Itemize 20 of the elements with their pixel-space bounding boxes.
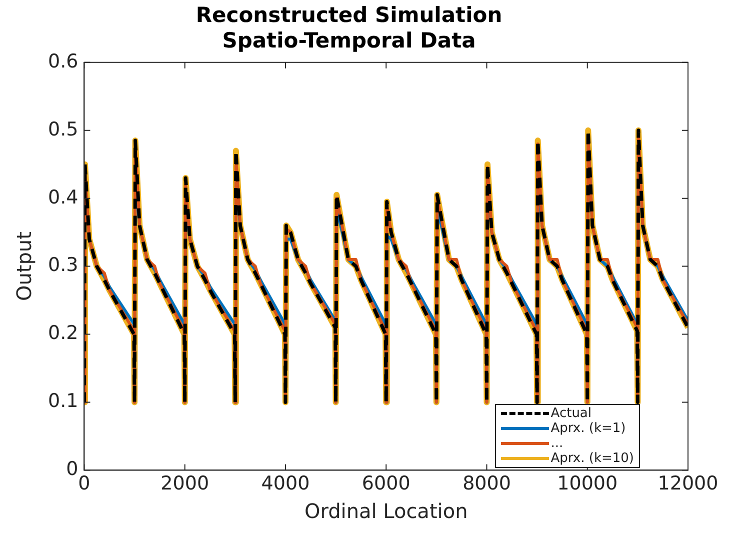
chart-title: Reconstructed Simulation Spatio-Temporal Data (196, 3, 502, 52)
x-tick-label: 12000 (658, 472, 718, 495)
x-tick-label: 6000 (362, 472, 410, 495)
y-tick-label: 0.1 (48, 390, 78, 412)
y-tick-label: 0.6 (48, 50, 78, 72)
x-tick-label: 2000 (160, 472, 210, 495)
x-tick-label: 10000 (557, 472, 618, 495)
y-tick-label: 0.3 (48, 254, 78, 276)
x-tick-label: 4000 (261, 472, 310, 495)
legend-label: Aprx. (k=1) (550, 420, 626, 436)
y-tick-label: 0.4 (48, 186, 78, 208)
y-tick-label: 0.2 (48, 322, 78, 344)
legend-label: Aprx. (k=10) (550, 450, 634, 466)
y-tick-label: 0.5 (48, 118, 78, 140)
x-tick-label: 8000 (462, 472, 511, 495)
legend-label: ... (550, 436, 564, 451)
y-axis-title: Output (12, 231, 36, 302)
x-axis-title: Ordinal Location (304, 499, 468, 524)
y-tick-label: 0 (66, 458, 78, 480)
legend-label: Actual (550, 406, 592, 421)
